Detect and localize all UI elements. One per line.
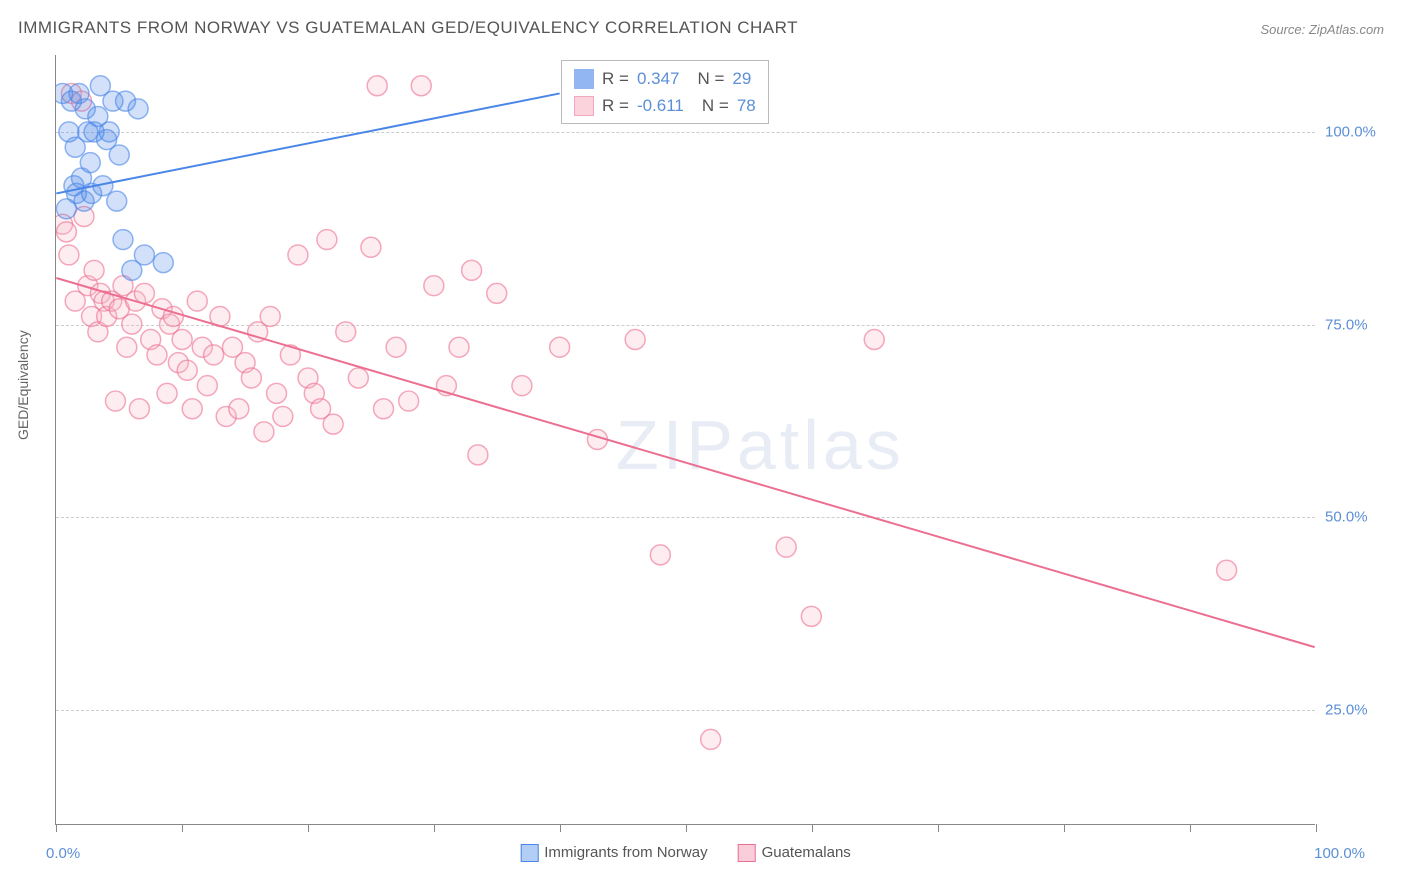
n-value-guatemalans: 78 [737, 92, 756, 119]
data-point [650, 545, 670, 565]
data-point [197, 376, 217, 396]
data-point [134, 283, 154, 303]
data-point [374, 399, 394, 419]
data-point [1217, 560, 1237, 580]
data-point [80, 153, 100, 173]
data-point [113, 230, 133, 250]
legend-swatch [520, 844, 538, 862]
data-point [449, 337, 469, 357]
legend-swatch [738, 844, 756, 862]
data-point [117, 337, 137, 357]
x-tick-mark [560, 824, 561, 832]
chart-title: IMMIGRANTS FROM NORWAY VS GUATEMALAN GED… [18, 18, 798, 38]
data-point [129, 399, 149, 419]
data-point [109, 145, 129, 165]
data-point [182, 399, 202, 419]
data-point [323, 414, 343, 434]
y-tick-label: 25.0% [1325, 701, 1395, 718]
data-point [147, 345, 167, 365]
data-point [512, 376, 532, 396]
plot-svg [56, 55, 1315, 824]
data-point [254, 422, 274, 442]
x-tick-mark [182, 824, 183, 832]
x-tick-mark [938, 824, 939, 832]
data-point [776, 537, 796, 557]
trend-line [56, 278, 1314, 647]
data-point [267, 383, 287, 403]
chart-container: IMMIGRANTS FROM NORWAY VS GUATEMALAN GED… [0, 0, 1406, 892]
data-point [317, 230, 337, 250]
data-point [56, 222, 76, 242]
data-point [99, 122, 119, 142]
data-point [399, 391, 419, 411]
data-point [105, 391, 125, 411]
data-point [84, 260, 104, 280]
data-point [172, 330, 192, 350]
x-tick-mark [1190, 824, 1191, 832]
data-point [204, 345, 224, 365]
data-point [801, 606, 821, 626]
legend-label: Immigrants from Norway [544, 844, 707, 861]
x-tick-mark [812, 824, 813, 832]
data-point [107, 191, 127, 211]
data-point [468, 445, 488, 465]
data-point [625, 330, 645, 350]
y-axis-label: GED/Equivalency [15, 330, 31, 440]
n-value-norway: 29 [732, 65, 751, 92]
data-point [153, 253, 173, 273]
x-tick-100: 100.0% [1314, 845, 1365, 862]
data-point [187, 291, 207, 311]
data-point [361, 237, 381, 257]
data-point [273, 406, 293, 426]
data-point [411, 76, 431, 96]
plot-area: ZIPatlas R = 0.347 N = 29 R = -0.611 N =… [55, 55, 1315, 825]
y-tick-label: 50.0% [1325, 509, 1395, 526]
data-point [487, 283, 507, 303]
x-tick-mark [1064, 824, 1065, 832]
data-point [229, 399, 249, 419]
data-point [550, 337, 570, 357]
x-tick-mark [1316, 824, 1317, 832]
data-point [462, 260, 482, 280]
data-point [348, 368, 368, 388]
source-attribution: Source: ZipAtlas.com [1260, 22, 1384, 37]
x-tick-mark [308, 824, 309, 832]
data-point [701, 729, 721, 749]
data-point [157, 383, 177, 403]
data-point [367, 76, 387, 96]
data-point [424, 276, 444, 296]
r-value-guatemalans: -0.611 [637, 92, 684, 119]
legend-item: Guatemalans [738, 844, 851, 862]
data-point [336, 322, 356, 342]
legend-swatch-norway [574, 69, 594, 89]
x-tick-mark [434, 824, 435, 832]
data-point [122, 314, 142, 334]
data-point [128, 99, 148, 119]
data-point [864, 330, 884, 350]
data-point [386, 337, 406, 357]
data-point [134, 245, 154, 265]
legend-swatch-guatemalans [574, 96, 594, 116]
legend-item: Immigrants from Norway [520, 844, 707, 862]
data-point [59, 245, 79, 265]
legend-row-norway: R = 0.347 N = 29 [574, 65, 756, 92]
r-value-norway: 0.347 [637, 65, 680, 92]
legend-row-guatemalans: R = -0.611 N = 78 [574, 92, 756, 119]
data-point [241, 368, 261, 388]
series-legend: Immigrants from Norway Guatemalans [520, 844, 851, 862]
data-point [288, 245, 308, 265]
legend-label: Guatemalans [762, 844, 851, 861]
data-point [177, 360, 197, 380]
correlation-legend: R = 0.347 N = 29 R = -0.611 N = 78 [561, 60, 769, 124]
data-point [260, 306, 280, 326]
x-tick-mark [686, 824, 687, 832]
y-tick-label: 100.0% [1325, 124, 1395, 141]
y-tick-label: 75.0% [1325, 316, 1395, 333]
x-tick-0: 0.0% [46, 845, 80, 862]
x-tick-mark [56, 824, 57, 832]
